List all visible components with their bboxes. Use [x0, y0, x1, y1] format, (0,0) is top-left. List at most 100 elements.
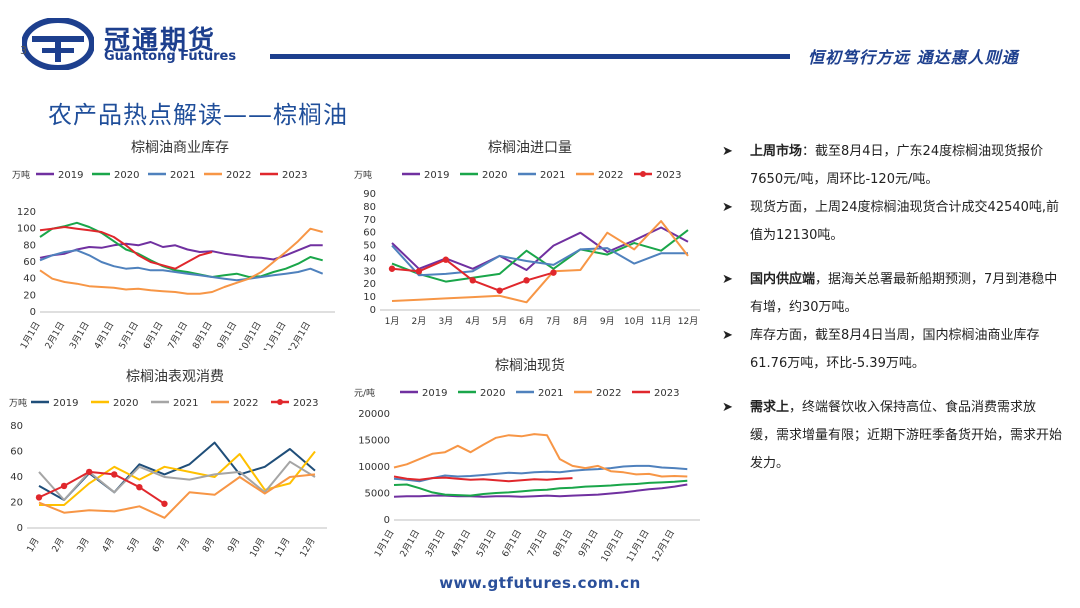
series-line-2022: [393, 433, 688, 478]
x-tick-label: 1月: [385, 316, 400, 327]
arrow-bullet-icon: ➤: [722, 144, 733, 159]
series-line-2020: [39, 221, 323, 278]
x-tick-label: 7月1日: [166, 320, 190, 350]
y-tick-label: 80: [10, 421, 23, 432]
legend-label: 2023: [282, 170, 307, 181]
legend-label: 2019: [422, 388, 447, 399]
x-tick-label: 11月1日: [624, 528, 651, 564]
x-tick-label: 3月: [75, 536, 92, 554]
y-tick-label: 0: [17, 523, 23, 534]
x-tick-label: 4月: [465, 316, 480, 327]
header-divider: [270, 54, 790, 59]
x-tick-label: 10月1日: [237, 320, 264, 350]
x-tick-label: 10月1日: [599, 528, 626, 564]
series-line-2023: [39, 226, 213, 270]
y-tick-label: 60: [23, 257, 36, 268]
x-tick-label: 12月: [298, 536, 318, 559]
x-tick-label: 3月1日: [423, 528, 447, 559]
y-tick-label: 70: [363, 215, 376, 226]
x-tick-label: 2月: [412, 316, 427, 327]
series-line-2021: [39, 249, 324, 282]
x-tick-label: 12月1日: [286, 320, 313, 350]
y-tick-label: 10000: [358, 462, 390, 473]
bullet-item: ➤ 上周市场：截至8月4日，广东24度棕榈油现货报价7650元/吨，周环比-120…: [722, 138, 1062, 194]
y-tick-label: 15000: [358, 436, 390, 447]
x-tick-label: 8月: [200, 536, 217, 554]
data-point-2023: [388, 265, 396, 272]
legend-label: 2022: [233, 398, 258, 409]
legend-label: 2021: [538, 388, 563, 399]
series-line-2021: [393, 464, 688, 483]
y-tick-label: 20000: [358, 409, 390, 420]
legend-label: 2022: [596, 388, 621, 399]
x-tick-label: 10月: [248, 536, 268, 559]
chart-title-inventory: 棕榈油商业库存: [131, 140, 229, 156]
chart-spot-price: 元/吨 2019 2020 2021 2022 2023 0 5000 10000 15000 20…: [354, 387, 700, 564]
x-tick-label: 3月: [438, 316, 453, 327]
series-line-2020: [393, 479, 688, 497]
legend-label: 2020: [480, 388, 505, 399]
legend-label: 2021: [170, 170, 195, 181]
legend-label: 2019: [58, 170, 83, 181]
bullet-item: ➤ 现货方面，上周24度棕榈油现货合计成交42540吨,前值为12130吨。: [722, 194, 1062, 250]
series-line-2022: [391, 220, 689, 304]
x-tick-label: 8月1日: [551, 528, 575, 559]
chart-commercial-inventory: 万吨 2019 2020 2021 2022 2023 0 20 40 60 80 100 120 1月1…: [12, 169, 335, 350]
y-tick-label: 40: [10, 472, 23, 483]
x-tick-label: 9月1日: [576, 528, 600, 559]
data-point-2023: [161, 500, 168, 507]
x-tick-label: 1月: [25, 536, 42, 554]
data-point-2023: [136, 484, 143, 491]
data-point-2023: [60, 482, 68, 490]
x-tick-label: 6月1日: [500, 528, 524, 559]
y-tick-label: 10: [363, 292, 376, 303]
series-line-2019: [391, 226, 689, 271]
legend-marker: [277, 399, 283, 405]
x-tick-label: 2月1日: [43, 320, 67, 350]
y-tick-label: 120: [17, 207, 36, 218]
x-tick-label: 2月: [50, 536, 67, 554]
page-number: 3: [20, 44, 27, 57]
data-point-2023: [469, 277, 476, 284]
series-line-2023: [393, 475, 573, 483]
legend-label: 2023: [656, 170, 681, 181]
x-tick-label: 4月: [100, 536, 117, 554]
legend-label: 2023: [293, 398, 318, 409]
x-tick-label: 1月1日: [372, 528, 396, 559]
page-title: 农产品热点解读——棕榈油: [48, 101, 348, 129]
x-tick-label: 4月1日: [92, 320, 116, 350]
legend-label: 2019: [53, 398, 78, 409]
x-tick-label: 8月: [573, 316, 588, 327]
y-unit-label: 万吨: [9, 397, 27, 409]
series-line-2019: [39, 241, 323, 261]
data-point-2023: [442, 256, 450, 263]
y-unit-label: 元/吨: [354, 387, 375, 399]
legend-label: 2022: [226, 170, 251, 181]
x-tick-label: 9月1日: [215, 320, 239, 350]
legend-label: 2023: [654, 388, 679, 399]
data-point-2023: [35, 494, 43, 501]
x-tick-label: 5月1日: [474, 528, 498, 559]
legend-label: 2020: [113, 398, 138, 409]
x-tick-label: 6月: [150, 536, 167, 554]
bullet-item: ➤ 库存方面，截至8月4日当周，国内棕榈油商业库存61.76万吨，环比-5.39万…: [722, 322, 1062, 378]
x-tick-label: 6月: [519, 316, 534, 327]
y-tick-label: 100: [17, 224, 36, 235]
brand-name-en: Guantong Futures: [104, 49, 237, 64]
y-tick-label: 90: [363, 189, 376, 200]
chart-apparent-consumption: 万吨 2019 2020 2021 2022 2023 0 20 40 60 80 1月 2月 3月 4月 5…: [9, 397, 327, 559]
legend-label: 2021: [173, 398, 198, 409]
y-tick-label: 5000: [365, 489, 390, 500]
y-tick-label: 20: [23, 290, 36, 301]
company-logo: [22, 18, 94, 70]
x-tick-label: 11月1日: [261, 320, 288, 350]
series-line-2023: [391, 258, 554, 292]
data-point-2023: [523, 277, 530, 284]
legend-marker: [640, 171, 646, 177]
bullet-item: ➤ 国内供应端，据海关总署最新船期预测，7月到港稳中有增，约30万吨。: [722, 266, 1062, 322]
data-point-2023: [85, 468, 93, 476]
y-tick-label: 60: [10, 447, 23, 458]
data-point-2023: [111, 471, 118, 478]
chart-title-spot-price: 棕榈油现货: [495, 358, 565, 374]
